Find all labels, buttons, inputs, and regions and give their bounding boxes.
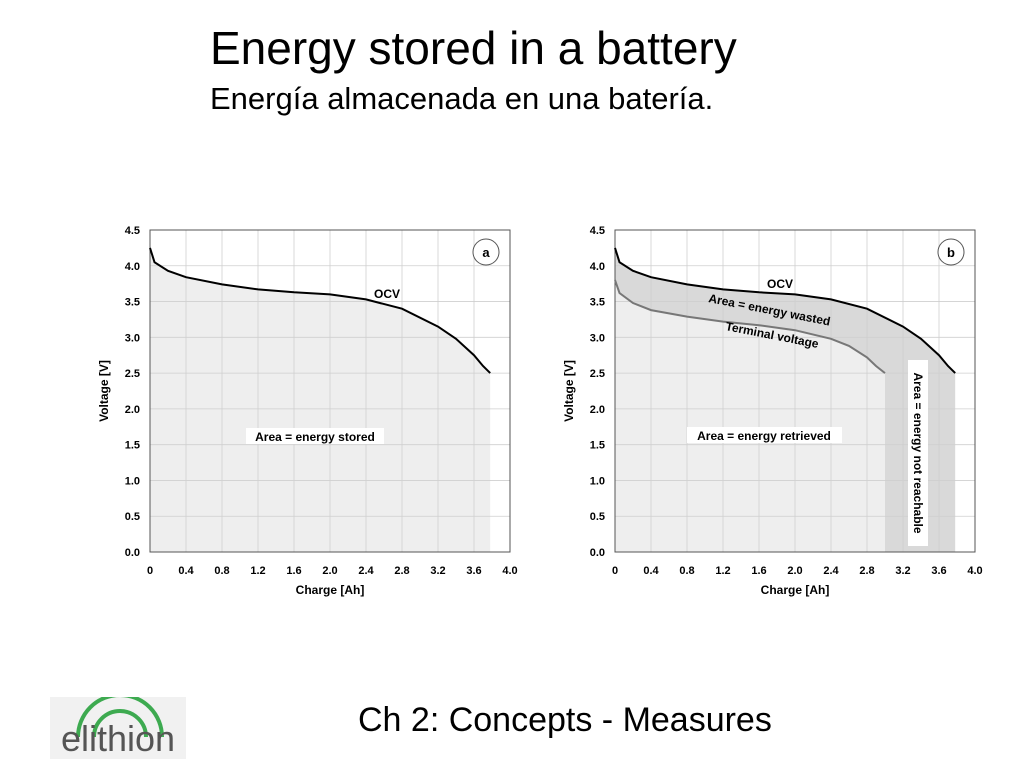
x-tick-label: 3.6 xyxy=(931,565,946,577)
area-label-bg-vertical xyxy=(908,360,928,546)
x-axis-label: Charge [Ah] xyxy=(296,583,365,597)
slide-footer: Ch 2: Concepts - Measures xyxy=(358,701,772,739)
x-axis-label: Charge [Ah] xyxy=(761,583,830,597)
area-label-energy-stored: Area = energy stored xyxy=(255,430,375,444)
logo-arc-inner xyxy=(92,709,148,738)
series-line-terminal-voltage xyxy=(614,279,886,374)
x-tick-label: 0 xyxy=(147,565,153,577)
area-label-bg xyxy=(687,427,842,443)
x-tick-label: 2.0 xyxy=(322,565,337,577)
x-tick-label: 1.6 xyxy=(286,565,301,577)
x-tick-label: 1.2 xyxy=(715,565,730,577)
y-tick-label: 4.5 xyxy=(590,225,605,237)
area-energy-retrieved xyxy=(615,280,885,552)
logo-graphic: elithion xyxy=(61,697,175,759)
y-axis-label: Voltage [V] xyxy=(97,360,111,422)
series-label-ocv: OCV xyxy=(767,277,793,291)
slide-title: Energy stored in a battery xyxy=(210,22,737,74)
x-tick-label: 4.0 xyxy=(967,565,982,577)
y-tick-label: 3.0 xyxy=(125,332,140,344)
x-tick-label: 3.2 xyxy=(895,565,910,577)
series-line-ocv xyxy=(149,247,491,374)
y-tick-label: 2.0 xyxy=(125,404,140,416)
chart-a-energy-stored: 0 0.4 0.8 1.2 1.6 2.0 2.4 2.8 3.2 3.6 4.0 0.0 0.5 1.0… xyxy=(90,210,550,610)
y-tick-label: 3.5 xyxy=(125,297,140,309)
y-tick-label: 4.5 xyxy=(125,225,140,237)
y-tick-label: 1.0 xyxy=(590,475,605,487)
y-tick-label: 2.5 xyxy=(590,368,605,380)
panel-badge xyxy=(472,238,500,266)
elithion-logo: elithion xyxy=(50,697,186,759)
x-tick-label: 2.8 xyxy=(394,565,409,577)
x-tick-label: 1.6 xyxy=(751,565,766,577)
area-energy-stored xyxy=(150,247,491,552)
plot-frame xyxy=(614,229,976,553)
panel-badge xyxy=(937,238,965,266)
y-tick-label: 0.0 xyxy=(125,547,140,559)
y-tick-label: 4.0 xyxy=(125,261,140,273)
x-tick-label: 0.8 xyxy=(679,565,694,577)
slide-subtitle: Energía almacenada en una batería. xyxy=(210,81,714,116)
y-tick-label: 3.5 xyxy=(590,297,605,309)
x-tick-label: 2.0 xyxy=(787,565,802,577)
panel-label: b xyxy=(947,245,955,260)
x-tick-label: 2.4 xyxy=(823,565,839,577)
x-tick-label: 4.0 xyxy=(502,565,517,577)
y-tick-label: 4.0 xyxy=(590,261,605,273)
x-tick-label: 2.8 xyxy=(859,565,874,577)
x-tick-label: 3.2 xyxy=(430,565,445,577)
series-line-ocv xyxy=(614,247,956,374)
y-tick-label: 0.5 xyxy=(590,511,605,523)
logo-arc-outer xyxy=(76,697,164,738)
x-tick-label: 1.2 xyxy=(250,565,265,577)
y-tick-label: 0.0 xyxy=(590,547,605,559)
area-energy-wasted xyxy=(615,247,885,374)
chart-a-svg: 0 0.4 0.8 1.2 1.6 2.0 2.4 2.8 3.2 3.6 4.0 0.0 0.5 1.0… xyxy=(97,225,518,597)
panel-label: a xyxy=(482,245,490,260)
x-tick-label: 2.4 xyxy=(358,565,374,577)
chart-b-svg: 0 0.4 0.8 1.2 1.6 2.0 2.4 2.8 3.2 3.6 4.0 0.0 0.5 1.0… xyxy=(562,225,983,597)
x-tick-label: 0.8 xyxy=(214,565,229,577)
area-label-energy-retrieved: Area = energy retrieved xyxy=(697,429,831,443)
plot-frame xyxy=(149,229,511,553)
x-tick-label: 0.4 xyxy=(643,565,659,577)
y-tick-label: 2.0 xyxy=(590,404,605,416)
y-tick-label: 1.5 xyxy=(125,440,140,452)
x-tick-label: 3.6 xyxy=(466,565,481,577)
x-tick-label: 0 xyxy=(612,565,618,577)
y-tick-label: 1.5 xyxy=(590,440,605,452)
x-tick-label: 0.4 xyxy=(178,565,194,577)
y-tick-label: 2.5 xyxy=(125,368,140,380)
area-label-energy-not-reachable: Area = energy not reachable xyxy=(911,372,925,533)
y-tick-label: 1.0 xyxy=(125,475,140,487)
y-tick-label: 3.0 xyxy=(590,332,605,344)
chart-b-energy-retrieved: 0 0.4 0.8 1.2 1.6 2.0 2.4 2.8 3.2 3.6 4.0 0.0 0.5 1.0… xyxy=(555,210,1015,610)
y-axis-label: Voltage [V] xyxy=(562,360,576,422)
y-tick-label: 0.5 xyxy=(125,511,140,523)
logo-wordmark: elithion xyxy=(61,718,175,759)
series-label-ocv: OCV xyxy=(374,287,400,301)
area-label-bg xyxy=(246,428,384,444)
